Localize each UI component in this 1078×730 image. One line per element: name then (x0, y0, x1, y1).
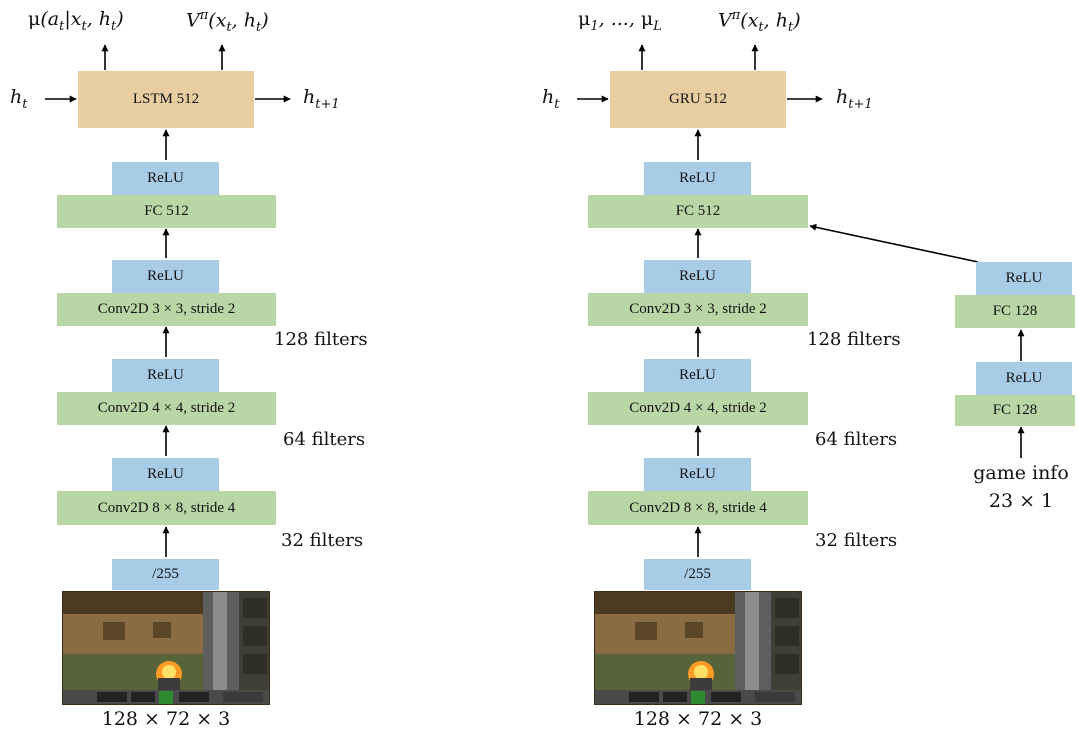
left-filters-64-label: 64 filters (283, 429, 366, 450)
left-fc-512-box: FC 512 (57, 195, 276, 228)
right-fc-512-box: FC 512 (588, 195, 808, 228)
right-conv4-box: Conv2D 4 × 4, stride 2 (588, 392, 808, 425)
right-filters-32-label: 32 filters (815, 530, 898, 551)
left-game-screenshot (62, 591, 270, 705)
right-measurements-output-label: μ1, ..., μL (578, 8, 662, 34)
left-filters-128-label: 128 filters (274, 329, 368, 350)
right-filters-128-label: 128 filters (807, 329, 901, 350)
left-relu-fc: ReLU (112, 162, 219, 195)
right-value-output-label: Vπ(xt, ht) (718, 8, 801, 36)
left-relu-conv3: ReLU (112, 260, 219, 293)
left-value-output-label: Vπ(xt, ht) (186, 8, 269, 36)
left-conv3-box: Conv2D 3 × 3, stride 2 (57, 293, 276, 326)
left-policy-output-label: μ(at|xt, ht) (28, 8, 124, 34)
game-relu-bottom: ReLU (976, 362, 1072, 395)
left-filters-32-label: 32 filters (281, 530, 364, 551)
right-normalize-box: /255 (644, 559, 751, 590)
right-filters-64-label: 64 filters (815, 429, 898, 450)
right-hidden-in-label: ht (542, 86, 560, 112)
left-conv4-box: Conv2D 4 × 4, stride 2 (57, 392, 276, 425)
right-relu-conv8: ReLU (644, 458, 751, 491)
left-conv8-box: Conv2D 8 × 8, stride 4 (57, 491, 276, 525)
right-input-caption: 128 × 72 × 3 (633, 708, 763, 730)
right-conv8-box: Conv2D 8 × 8, stride 4 (588, 491, 808, 525)
right-conv3-box: Conv2D 3 × 3, stride 2 (588, 293, 808, 326)
right-relu-fc: ReLU (644, 162, 751, 195)
right-game-screenshot (594, 591, 802, 705)
left-hidden-out-label: ht+1 (303, 86, 340, 112)
game-relu-top: ReLU (976, 262, 1072, 295)
left-relu-conv4: ReLU (112, 359, 219, 392)
right-relu-conv3: ReLU (644, 260, 751, 293)
left-relu-conv8: ReLU (112, 458, 219, 491)
arrow-game-to-fc512 (809, 223, 979, 263)
left-normalize-box: /255 (112, 559, 219, 590)
right-hidden-out-label: ht+1 (836, 86, 873, 112)
left-lstm-box: LSTM 512 (78, 71, 254, 128)
game-fc-128-bottom: FC 128 (955, 395, 1075, 426)
game-info-size-label: 23 × 1 (988, 490, 1054, 512)
game-info-label: game info (973, 462, 1069, 484)
right-gru-box: GRU 512 (610, 71, 786, 128)
game-fc-128-top: FC 128 (955, 295, 1075, 328)
right-relu-conv4: ReLU (644, 359, 751, 392)
left-input-caption: 128 × 72 × 3 (101, 708, 231, 730)
left-hidden-in-label: ht (10, 86, 28, 112)
